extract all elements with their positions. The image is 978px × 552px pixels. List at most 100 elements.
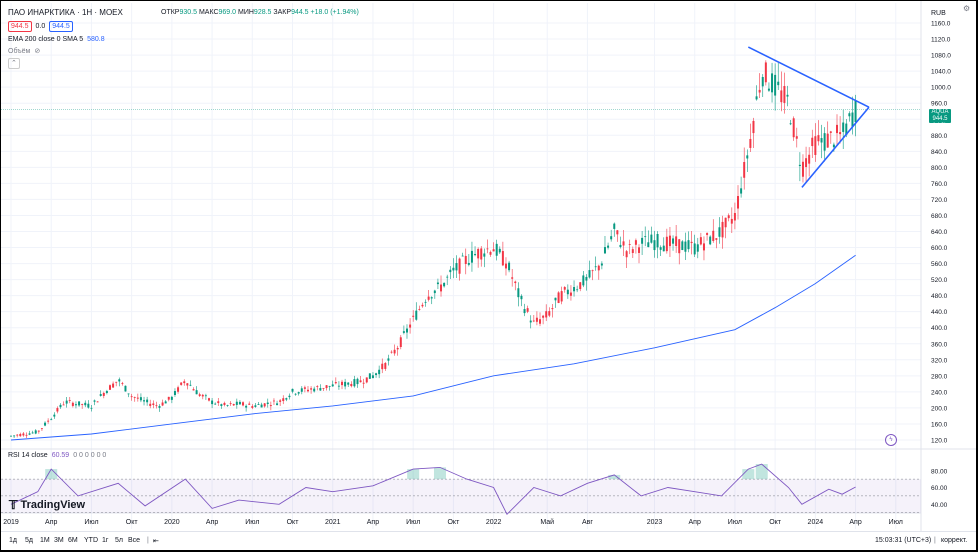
candle-body [133,397,136,398]
candle-body [288,395,291,398]
range-6m[interactable]: 6М [68,537,78,544]
range-all[interactable]: Все [128,537,141,544]
candle-body [232,404,235,406]
candle-body [399,337,402,348]
range-1d[interactable]: 1д [9,537,17,544]
candle-body [808,154,811,164]
low-value: 928.5 [253,9,272,16]
y-tick-label: 1040.0 [931,69,951,76]
candle-body [678,239,681,254]
candle-body [752,120,755,134]
candle-body [477,248,480,259]
rsi-legend[interactable]: RSI 14 close 60.59 0 0 0 0 0 0 [8,452,106,459]
settings-icon[interactable]: ⚙ [963,4,971,13]
candle-body [173,391,176,396]
candle-body [353,379,356,387]
range-5y[interactable]: 5л [115,537,123,544]
candle-body [34,430,37,434]
candle-body [143,400,146,402]
candle-body [118,379,121,382]
sell-button[interactable]: 944.5 [8,21,32,32]
x-tick-label: 2022 [486,519,502,526]
candle-body [616,230,619,235]
candle-body [758,89,761,93]
candle-body [71,402,74,406]
chevron-up-icon[interactable]: ⌃ [8,58,20,69]
candle-body [501,251,504,266]
calendar-range-icon[interactable]: ⇤ [153,538,159,545]
y-tick-label: 120.0 [931,437,948,444]
candle-body [535,317,538,322]
candle-body [121,383,124,385]
candle-body [347,382,350,385]
candle-body [740,188,743,194]
lightning-icon[interactable]: ϟ [885,434,897,446]
candle-body [396,347,399,350]
candle-body [566,289,569,295]
candle-body [99,394,102,396]
candle-body [443,282,446,287]
candle-body [378,369,381,375]
candle-body [789,123,792,125]
candle-body [223,402,226,405]
volume-legend[interactable]: Объём ⊘ [8,47,41,56]
candle-body [727,215,730,219]
candle-body [130,396,133,398]
candle-body [440,284,443,292]
candle-body [297,392,300,394]
candle-body [817,135,820,142]
candle-body [282,398,285,402]
candle-body [421,304,424,307]
spread-value: 0.0 [35,23,46,30]
range-5d[interactable]: 5д [25,537,33,544]
y-tick-label: 720.0 [931,197,948,204]
candle-body [266,402,269,404]
candle-body [155,405,158,407]
candle-body [628,244,631,245]
candle-body [585,276,588,281]
candle-body [16,434,19,436]
candle-body [839,132,842,135]
clock-time[interactable]: 15:03:31 (UTC+3) [875,537,932,544]
candle-body [248,403,251,405]
candle-body [124,385,127,392]
tradingview-logo[interactable]: 𝕋 TradingView [9,498,85,512]
candle-body [665,236,668,252]
ema-legend[interactable]: EMA 200 close 0 SMA 5 580.8 [8,36,105,43]
candle-body [229,403,232,405]
range-1m[interactable]: 1М [40,537,50,544]
candle-body [786,94,789,97]
candle-body [489,251,492,255]
symbol-title[interactable]: ПАО ИНАРКТИКА · 1Н · MOEX [8,8,123,17]
candle-body [177,387,180,392]
tradingview-logo-text: TradingView [20,499,86,511]
candle-body [356,378,359,385]
candle-body [149,403,152,406]
range-1y[interactable]: 1г [102,537,109,544]
candle-body [102,392,105,396]
y-tick-label: 400.0 [931,325,948,332]
currency-label[interactable]: RUB [931,10,946,17]
adjust-toggle[interactable]: коррект. [941,537,968,544]
price-tag-ticker: AQUA [931,109,949,115]
candle-body [170,396,173,400]
collapse-legend[interactable]: ⌃ [8,58,20,69]
y-tick-label: 640.0 [931,229,948,236]
range-ytd[interactable]: YTD [84,537,98,544]
buy-button[interactable]: 944.5 [49,21,73,32]
open-label: ОТКР [161,9,180,16]
candle-body [755,96,758,100]
range-3m[interactable]: 3М [54,537,64,544]
candle-body [774,74,777,96]
candle-body [427,296,430,300]
ema-value: 580.8 [87,36,105,43]
candle-body [470,250,473,263]
candle-body [848,113,851,117]
candle-body [375,373,378,376]
y-tick-label: 520.0 [931,277,948,284]
eye-slash-icon[interactable]: ⊘ [34,48,41,55]
candle-body [823,133,826,151]
y-tick-label: 1120.0 [931,37,951,44]
